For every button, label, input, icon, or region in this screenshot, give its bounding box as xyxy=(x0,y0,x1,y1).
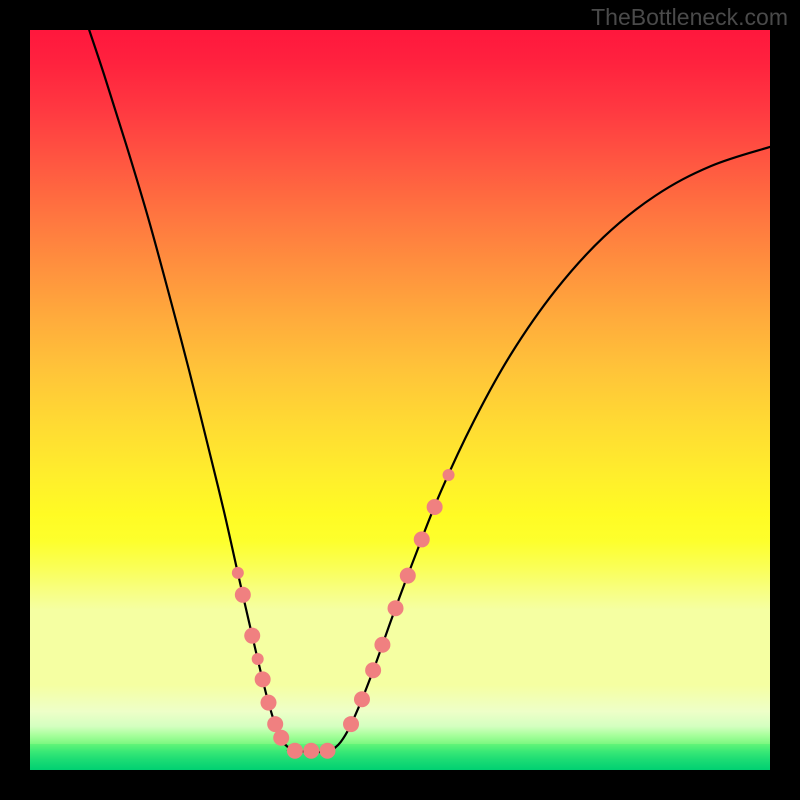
chart-stage: TheBottleneck.com xyxy=(0,0,800,800)
plot-frame xyxy=(30,30,770,770)
watermark-text: TheBottleneck.com xyxy=(591,4,788,31)
gradient-background xyxy=(30,30,770,685)
green-bottom-band xyxy=(30,744,770,770)
pale-yellow-band xyxy=(30,685,770,744)
